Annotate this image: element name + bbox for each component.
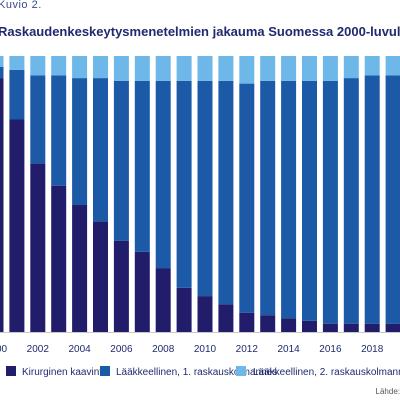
legend-label-3: Lääkkeellinen, 2. raskauskolmannes xyxy=(253,367,400,378)
x-tick-2012: 2012 xyxy=(236,344,259,355)
bar-2002-series-2 xyxy=(30,75,46,164)
bar-2004-series-1 xyxy=(72,205,88,332)
bar-2010-series-2 xyxy=(197,80,213,297)
bar-2016-series-2 xyxy=(322,80,338,324)
bar-2019-series-2 xyxy=(385,75,400,324)
bar-2017-series-2 xyxy=(343,78,359,324)
legend: Kirurginen kaavinta Lääkkeellinen, 1. ras… xyxy=(6,366,400,378)
x-tick-2018: 2018 xyxy=(361,344,384,355)
chart-title: Raskaudenkeskeytysmenetelmien jakauma Su… xyxy=(0,24,400,39)
bar-2018-series-3 xyxy=(364,56,380,76)
bar-2003-series-2 xyxy=(51,75,67,186)
bar-2001-series-3 xyxy=(9,56,25,70)
bar-2006-series-1 xyxy=(113,240,129,332)
bar-2010-series-1 xyxy=(197,296,213,332)
legend-swatch-1 xyxy=(6,366,16,376)
bar-2006-series-3 xyxy=(113,56,129,81)
bar-2009-series-1 xyxy=(176,287,192,332)
bar-2016-series-3 xyxy=(322,56,338,81)
x-tick-2008: 2008 xyxy=(152,344,175,355)
bar-2004-series-2 xyxy=(72,78,88,206)
x-tick-2014: 2014 xyxy=(277,344,300,355)
bar-2001-series-1 xyxy=(9,119,25,332)
bar-2004-series-3 xyxy=(72,56,88,79)
bar-2016-series-1 xyxy=(322,323,338,332)
bar-2013-series-3 xyxy=(260,56,276,81)
legend-swatch-3 xyxy=(236,366,246,376)
bars-group xyxy=(0,56,400,332)
bar-2011-series-1 xyxy=(218,304,234,332)
bar-2007-series-1 xyxy=(134,252,150,332)
bar-2008-series-2 xyxy=(155,80,171,269)
bar-2008-series-3 xyxy=(155,56,171,81)
bar-2018-series-1 xyxy=(364,323,380,332)
figure-label: Kuvio 2. xyxy=(0,0,42,11)
bar-2011-series-2 xyxy=(218,80,234,305)
source-note: Lähde: xyxy=(375,387,400,396)
bar-2017-series-1 xyxy=(343,323,359,332)
bar-2002-series-3 xyxy=(30,56,46,76)
bar-2015-series-1 xyxy=(302,321,317,332)
legend-label-1: Kirurginen kaavinta xyxy=(22,367,108,378)
bar-2018-series-2 xyxy=(364,75,380,324)
bar-2012-series-1 xyxy=(239,312,255,332)
bar-2005-series-3 xyxy=(93,56,108,79)
x-tick-2002: 2002 xyxy=(27,344,50,355)
bar-2010-series-3 xyxy=(197,56,213,81)
bar-2009-series-3 xyxy=(176,56,192,81)
bar-2000-series-2 xyxy=(0,67,4,78)
legend-label-2: Lääkkeellinen, 1. raskauskolmannes xyxy=(116,367,277,378)
x-tick-2004: 2004 xyxy=(68,344,91,355)
x-tick-2000: 2000 xyxy=(0,344,8,355)
bar-2002-series-1 xyxy=(30,163,46,332)
x-tick-2016: 2016 xyxy=(319,344,342,355)
bar-2009-series-2 xyxy=(176,80,192,288)
bar-2017-series-3 xyxy=(343,56,359,79)
bar-2001-series-2 xyxy=(9,69,25,120)
bar-2019-series-1 xyxy=(385,323,400,332)
x-tick-labels: 2000 2002 2004 2006 2008 2010 2012 2014 2016 2018 xyxy=(0,344,384,355)
bar-2012-series-2 xyxy=(239,83,255,313)
bar-2012-series-3 xyxy=(239,56,255,84)
bar-2013-series-1 xyxy=(260,315,276,332)
bar-2014-series-2 xyxy=(281,80,297,319)
x-tick-2006: 2006 xyxy=(110,344,133,355)
bar-2015-series-2 xyxy=(302,80,317,321)
bar-2013-series-2 xyxy=(260,80,276,316)
bar-2015-series-3 xyxy=(302,56,317,81)
bar-2000-series-3 xyxy=(0,56,4,67)
bar-2014-series-1 xyxy=(281,318,297,332)
bar-2008-series-1 xyxy=(155,268,171,332)
bar-2000-series-1 xyxy=(0,78,4,332)
bar-2007-series-2 xyxy=(134,80,150,252)
bar-2011-series-3 xyxy=(218,56,234,81)
bar-2014-series-3 xyxy=(281,56,297,81)
bar-2005-series-2 xyxy=(93,78,108,222)
bar-2003-series-1 xyxy=(51,185,67,332)
legend-swatch-2 xyxy=(100,366,110,376)
bar-2006-series-2 xyxy=(113,80,129,241)
x-tick-2010: 2010 xyxy=(194,344,217,355)
bar-2007-series-3 xyxy=(134,56,150,81)
bar-2003-series-3 xyxy=(51,56,67,76)
bar-2005-series-1 xyxy=(93,221,108,332)
bar-2019-series-3 xyxy=(385,56,400,76)
